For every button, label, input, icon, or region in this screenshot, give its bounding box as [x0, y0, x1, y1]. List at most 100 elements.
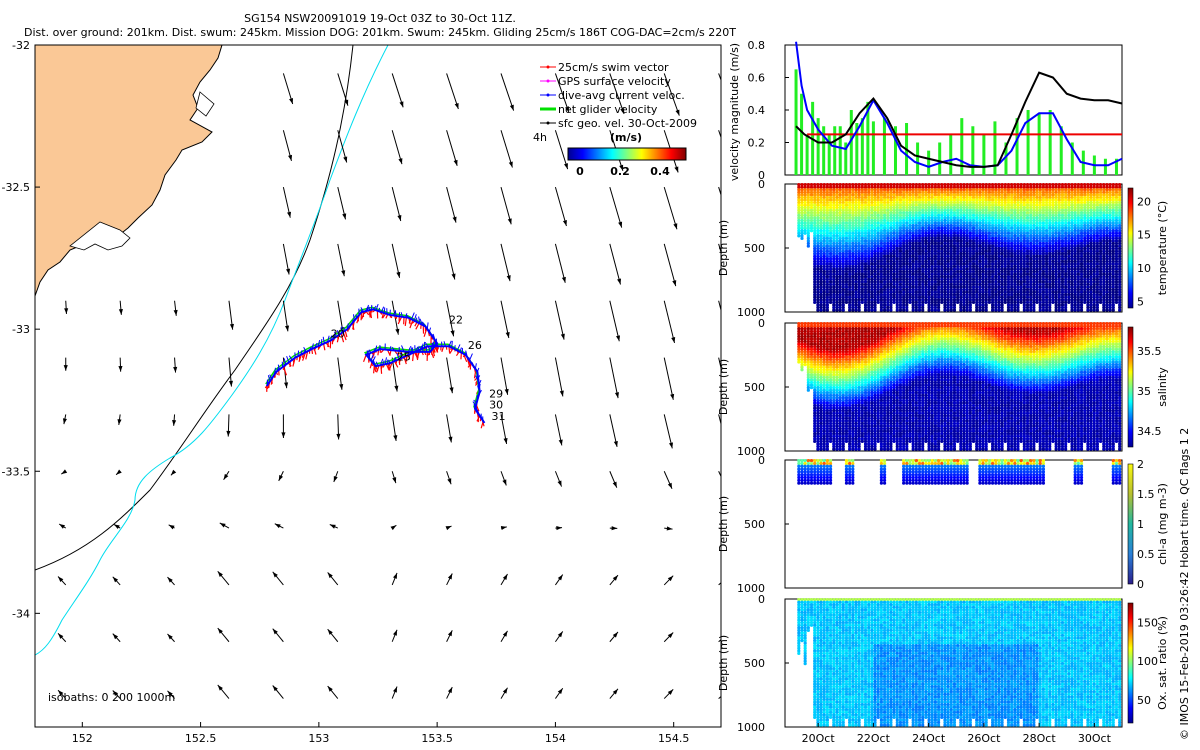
- section-sample: [848, 308, 852, 312]
- velocity-arrowhead: [393, 435, 398, 441]
- velocity-arrowhead: [449, 387, 454, 394]
- dac-tick: [314, 342, 318, 348]
- velocity-arrow: [663, 357, 674, 400]
- coastline-land: [35, 45, 223, 297]
- swim-vector: [361, 311, 365, 320]
- velocity-arrowhead: [219, 522, 226, 528]
- dac-tick: [336, 330, 340, 336]
- velocity-ylabel: velocity magnitude (m/s): [728, 43, 741, 181]
- section-sample: [905, 308, 909, 312]
- velocity-arrow: [391, 357, 398, 392]
- net-velocity-bar: [1037, 113, 1041, 175]
- colorbar-tick-label: 0: [576, 165, 584, 178]
- velocity-arrowhead: [285, 325, 290, 332]
- dac-tick: [468, 357, 472, 364]
- swim-vector: [412, 352, 415, 362]
- net-velocity-bar: [805, 134, 809, 175]
- dac-tick: [475, 407, 479, 414]
- swim-vector: [423, 328, 428, 337]
- velocity-arrowhead: [217, 684, 223, 691]
- velocity-arrowhead: [447, 630, 453, 637]
- dac-tick: [471, 362, 474, 367]
- figure-title: SG154 NSW20091019 19-Oct 03Z to 30-Oct 1…: [20, 12, 740, 40]
- section-sample: [927, 308, 931, 312]
- velocity-arrowhead: [167, 690, 173, 697]
- velocity-arrow: [391, 243, 401, 278]
- section-sample: [911, 308, 915, 312]
- colorbar-tick-label: 0.2: [610, 165, 630, 178]
- dac-tick: [477, 385, 481, 392]
- dac-tick: [456, 344, 461, 351]
- section-sample: [1044, 308, 1049, 312]
- section-sample: [978, 308, 982, 312]
- velocity-ytick-label: 0.4: [748, 104, 766, 117]
- section-sample: [933, 308, 938, 312]
- velocity-arrow: [718, 414, 721, 426]
- dac-tick: [274, 367, 276, 375]
- velocity-arrowhead: [58, 690, 64, 696]
- velocity-arrow: [663, 300, 676, 344]
- velocity-arrow: [500, 186, 512, 225]
- dac-tick: [269, 374, 273, 380]
- velocity-arrowhead: [500, 526, 507, 531]
- isobaths-label: isobaths: 0 200 1000m: [48, 691, 175, 704]
- velocity-arrowhead: [392, 477, 397, 484]
- dac-tick: [435, 342, 439, 347]
- dac-tick: [267, 375, 271, 382]
- dac-tick: [465, 350, 468, 358]
- section-sample: [1054, 308, 1058, 312]
- section-sample: [936, 308, 941, 312]
- swim-vector: [344, 330, 348, 338]
- section-sample: [914, 308, 918, 312]
- velocity-arrowhead: [509, 104, 514, 111]
- map-ytick-label: -33: [12, 323, 30, 336]
- section-sample: [994, 308, 998, 312]
- velocity-arrowhead: [117, 419, 122, 425]
- velocity-arrow: [718, 471, 721, 478]
- velocity-arrow: [500, 300, 510, 339]
- section-sample: [863, 308, 868, 312]
- dac-tick: [317, 339, 321, 347]
- section-sample: [1019, 300, 1023, 304]
- dac-tick: [473, 403, 476, 409]
- velocity-arrowhead: [726, 339, 730, 345]
- velocity-arrowhead: [118, 309, 123, 315]
- net-velocity-bar: [1114, 158, 1118, 175]
- swim-vector: [404, 317, 407, 327]
- velocity-arrowhead: [447, 573, 453, 580]
- legend-item-label: GPS surface velocity: [558, 75, 671, 88]
- map-xtick-label: 152: [72, 732, 93, 745]
- dac-tick: [379, 358, 384, 366]
- velocity-arrow: [663, 186, 678, 230]
- velocity-arrowhead: [505, 332, 510, 338]
- swim-vector: [380, 365, 383, 374]
- velocity-arrow: [554, 73, 570, 113]
- dac-tick: [474, 363, 477, 370]
- velocity-arrow: [718, 638, 721, 643]
- swim-vector: [376, 365, 380, 373]
- velocity-arrowhead: [112, 690, 119, 697]
- section-sample: [940, 300, 944, 304]
- dac-tick: [415, 346, 419, 353]
- section-sample: [1035, 300, 1039, 304]
- net-velocity-bar: [827, 134, 831, 175]
- velocity-arrow: [446, 300, 455, 337]
- dac-tick: [394, 310, 397, 316]
- section-sample: [895, 308, 899, 312]
- day-label: 25: [397, 350, 411, 363]
- sfc-geo-line: [795, 71, 1123, 168]
- dac-tick: [426, 322, 429, 330]
- dac-tick: [448, 340, 452, 347]
- section-sample: [898, 308, 903, 312]
- swim-vector: [403, 356, 407, 365]
- dac-tick: [384, 357, 387, 365]
- map-xtick-label: 153.5: [421, 732, 453, 745]
- dac-tick: [427, 345, 431, 353]
- dac-tick: [283, 358, 287, 365]
- dac-tick: [391, 346, 395, 351]
- velocity-arrowhead: [452, 216, 457, 223]
- isobath-1000m: [35, 45, 354, 571]
- velocity-arrowhead: [503, 438, 508, 444]
- dac-tick: [288, 355, 293, 361]
